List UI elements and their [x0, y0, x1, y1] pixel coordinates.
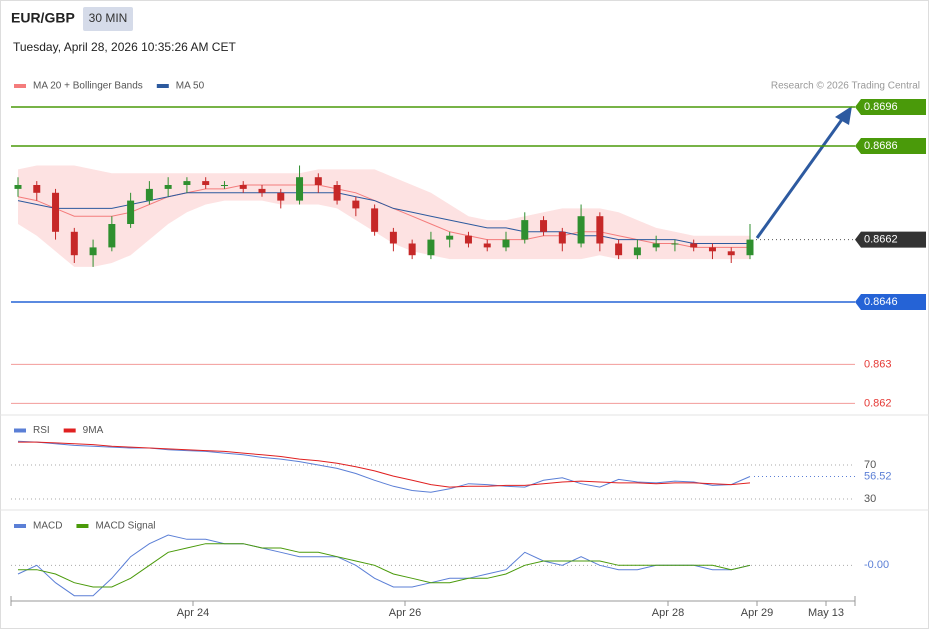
candle-body — [577, 216, 585, 244]
legend-swatch — [76, 524, 89, 528]
level-label: 0.8646 — [864, 296, 898, 308]
last-value-label: 56.52 — [864, 470, 892, 482]
legend-label: MACD — [33, 521, 62, 532]
candle-body — [52, 192, 60, 232]
legend-label: 9MA — [83, 425, 104, 436]
ma-line — [17, 192, 750, 244]
forecast-arrow — [755, 117, 845, 239]
y-tick-label: -0.00 — [864, 559, 889, 571]
candle-body — [483, 243, 491, 248]
candle-body — [521, 220, 529, 240]
candle-body — [596, 216, 604, 244]
legend-swatch — [14, 524, 26, 528]
y-tick-label: 30 — [864, 493, 876, 505]
candle-body — [727, 251, 735, 256]
candle-body — [502, 239, 510, 248]
x-tick-label: Apr 29 — [741, 607, 773, 619]
candle-body — [558, 231, 566, 244]
interval[interactable]: 30 MIN — [89, 11, 128, 25]
candle-body — [690, 243, 698, 248]
x-tick-label: Apr 28 — [652, 607, 684, 619]
indicator-line — [18, 441, 751, 488]
candle-body — [220, 185, 228, 186]
indicator-line — [17, 534, 751, 597]
bollinger-band — [18, 165, 750, 267]
candle-body — [389, 231, 397, 244]
level-label: 0.8696 — [864, 101, 898, 113]
legend-label: RSI — [33, 425, 50, 436]
candle-body — [202, 181, 210, 185]
candle-body — [145, 188, 153, 201]
timestamp: Tuesday, April 28, 2026 10:35:26 AM CET — [13, 40, 236, 54]
candle-body — [540, 220, 548, 232]
candle-body — [671, 243, 679, 245]
candle-body — [277, 192, 285, 201]
candle-body — [70, 231, 78, 256]
symbol: EUR/GBP — [11, 10, 75, 26]
x-tick-label: Apr 24 — [177, 607, 209, 619]
candle-body — [183, 181, 191, 185]
x-tick-label: May 13 — [808, 607, 844, 619]
level-tag — [855, 99, 926, 115]
candle-body — [464, 235, 472, 244]
y-tick-label: 70 — [864, 459, 876, 471]
candle-body — [89, 247, 97, 256]
interval-button[interactable] — [83, 7, 133, 31]
legend-swatch — [14, 428, 26, 433]
candle-body — [371, 208, 379, 232]
x-tick-label: Apr 26 — [389, 607, 421, 619]
legend-swatch — [63, 428, 76, 433]
candle-body — [164, 185, 172, 189]
arrow-head — [835, 106, 852, 125]
credit: Research © 2026 Trading Central — [771, 81, 920, 92]
candle-body — [108, 224, 116, 248]
level-label: 0.8686 — [864, 140, 898, 152]
candle-body — [333, 185, 341, 201]
candle-body — [239, 185, 247, 189]
candle-body — [408, 243, 416, 256]
candle-body — [314, 177, 322, 185]
candle-body — [127, 200, 135, 224]
level-label: 0.863 — [864, 358, 892, 370]
indicator-line — [18, 543, 751, 588]
candle-body — [708, 247, 716, 252]
legend-label: MACD Signal — [95, 521, 155, 532]
level-label: 0.862 — [864, 397, 892, 409]
candle-body — [746, 239, 754, 256]
legend-swatch — [156, 84, 169, 88]
legend-label: MA 20 + Bollinger Bands — [33, 81, 143, 92]
level-tag — [855, 294, 926, 310]
legend-swatch — [14, 84, 26, 88]
last-price-label: 0.8662 — [864, 234, 898, 246]
candle-body — [615, 243, 623, 256]
indicator-line — [17, 440, 751, 493]
candle-body — [652, 243, 660, 248]
legend-label: MA 50 — [176, 81, 205, 92]
candle-body — [352, 200, 360, 209]
candle-body — [633, 247, 641, 256]
candle-body — [427, 239, 435, 256]
last-price-tag — [855, 231, 926, 248]
candle-body — [296, 177, 304, 201]
level-tag — [855, 138, 926, 154]
candle-body — [33, 185, 41, 193]
candle-body — [14, 185, 22, 189]
candle-body — [258, 188, 266, 193]
candle-body — [446, 235, 454, 240]
